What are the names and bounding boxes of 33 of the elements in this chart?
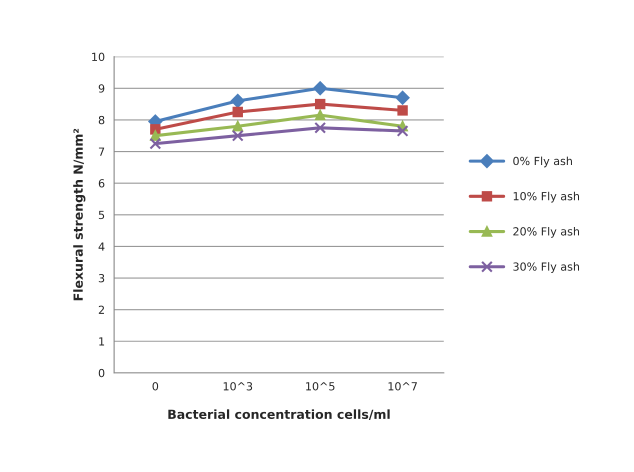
point [314,110,326,120]
point [149,138,162,150]
y-tick-label: 3 [98,274,104,282]
x-tick-label: 10^7 [388,382,417,391]
point [232,106,243,118]
point [314,122,326,134]
y-tick-label: 1 [99,337,104,346]
legend-label: 20% Fly ash [513,226,580,238]
point [314,98,326,110]
y-tick-label: 9 [98,84,104,93]
y-tick-label: 8 [98,116,104,124]
x-axis-title: Bacterial concentration cells/ml [168,409,390,420]
y-tick-label: 2 [98,306,104,314]
legend-label: 30% Fly ash [513,262,580,273]
legend-label: 10% Fly ash [514,192,580,203]
y-tick-label: 6 [98,179,104,188]
x-tick-label: 10^3 [224,382,252,391]
point [313,81,328,96]
point [397,105,408,116]
x-tick-label: 0 [152,382,158,391]
point [396,125,408,137]
y-axis-title: Flexural strength N/mm² [73,128,86,300]
y-tick-label: 7 [98,148,104,156]
x-tick-label: 10^5 [306,382,334,391]
y-tick-label: 10 [92,52,104,62]
point [396,90,410,105]
y-tick-label: 4 [98,242,104,251]
point [232,121,243,132]
y-tick-label: 0 [98,368,104,378]
legend-label: 0% Fly ash [513,156,572,168]
point [230,94,245,108]
y-tick-label: 5 [98,210,104,220]
point [232,130,244,142]
